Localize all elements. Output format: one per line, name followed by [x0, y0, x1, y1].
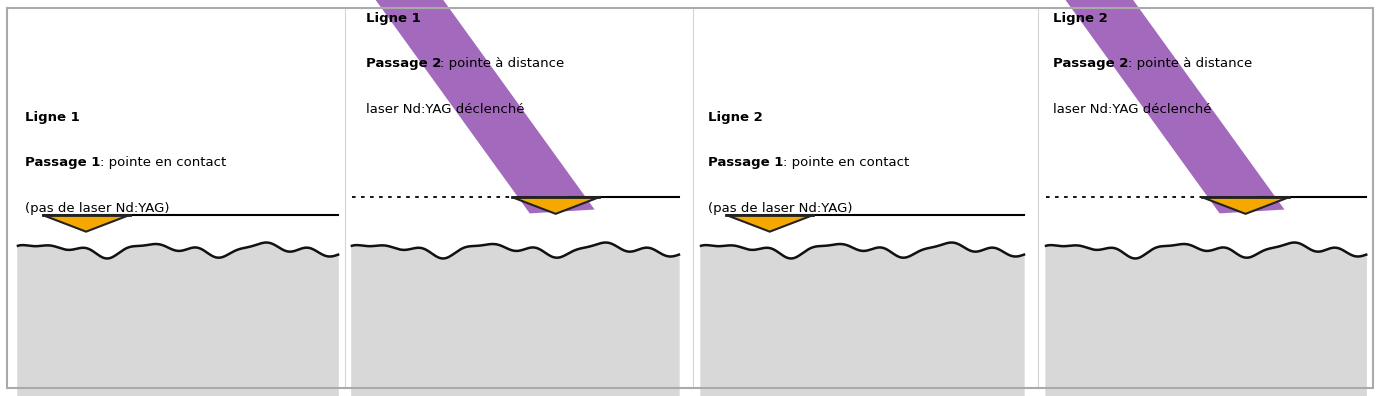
Text: Ligne 1: Ligne 1 — [25, 111, 80, 124]
Polygon shape — [43, 215, 130, 232]
Polygon shape — [512, 197, 599, 214]
Text: (pas de laser Nd:YAG): (pas de laser Nd:YAG) — [708, 202, 853, 215]
Text: : pointe en contact: : pointe en contact — [99, 156, 226, 169]
Text: : pointe en contact: : pointe en contact — [782, 156, 909, 169]
Polygon shape — [726, 215, 813, 232]
Text: Ligne 1: Ligne 1 — [366, 12, 421, 25]
Text: Passage 2: Passage 2 — [366, 57, 442, 70]
Text: Passage 1: Passage 1 — [25, 156, 101, 169]
Polygon shape — [1046, 242, 1366, 396]
Text: Ligne 2: Ligne 2 — [708, 111, 763, 124]
Polygon shape — [701, 242, 1024, 396]
Polygon shape — [371, 0, 595, 213]
Text: (pas de laser Nd:YAG): (pas de laser Nd:YAG) — [25, 202, 170, 215]
Text: : pointe à distance: : pointe à distance — [440, 57, 564, 70]
Text: : pointe à distance: : pointe à distance — [1127, 57, 1252, 70]
Polygon shape — [18, 242, 338, 396]
Text: Passage 1: Passage 1 — [708, 156, 784, 169]
Text: laser Nd:YAG déclenché: laser Nd:YAG déclenché — [366, 103, 524, 116]
Polygon shape — [352, 242, 679, 396]
Text: Ligne 2: Ligne 2 — [1053, 12, 1108, 25]
Text: laser Nd:YAG déclenché: laser Nd:YAG déclenché — [1053, 103, 1212, 116]
Text: Passage 2: Passage 2 — [1053, 57, 1129, 70]
Polygon shape — [1202, 197, 1289, 214]
Polygon shape — [1061, 0, 1285, 213]
